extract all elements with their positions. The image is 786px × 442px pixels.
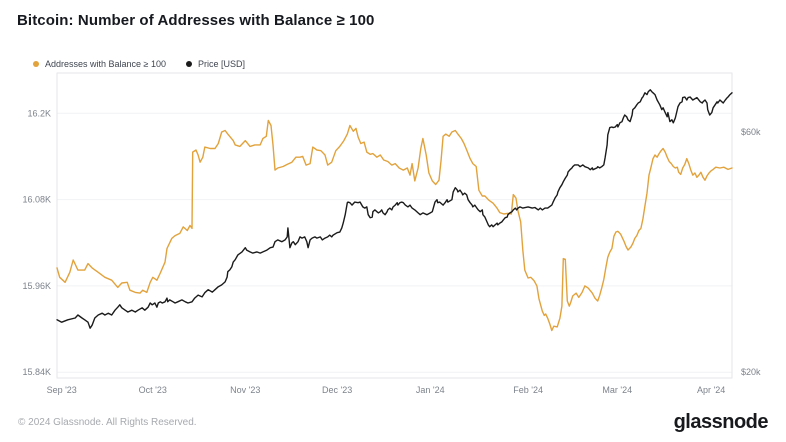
x-axis-tick-label: Oct '23 — [139, 385, 167, 395]
x-axis-tick-label: Feb '24 — [513, 385, 543, 395]
left-axis-tick-label: 15.96K — [22, 281, 51, 291]
legend-item-addresses-label: Addresses with Balance ≥ 100 — [45, 59, 167, 69]
right-axis-tick-label: $20k — [741, 367, 761, 377]
left-axis-tick-label: 15.84K — [22, 367, 51, 377]
legend-item-price-label: Price [USD] — [198, 59, 246, 69]
left-axis-tick-label: 16.2K — [27, 108, 51, 118]
addresses-line — [56, 119, 733, 332]
chart-title: Bitcoin: Number of Addresses with Balanc… — [17, 12, 375, 29]
plot-border — [56, 72, 733, 379]
addresses-series-dot-icon — [33, 61, 39, 67]
x-axis-tick-label: Dec '23 — [322, 385, 352, 395]
x-axis-tick-label: Nov '23 — [230, 385, 260, 395]
legend-item-addresses[interactable]: Addresses with Balance ≥ 100 — [33, 59, 166, 69]
x-axis-tick-label: Apr '24 — [697, 385, 725, 395]
footer: © 2024 Glassnode. All Rights Reserved. g… — [0, 402, 786, 442]
price-series-dot-icon — [186, 61, 193, 67]
glassnode-logo: glassnode — [673, 410, 769, 433]
x-axis-tick-label: Jan '24 — [416, 385, 445, 395]
x-axis-tick-label: Sep '23 — [47, 385, 77, 395]
x-axis-tick-label: Mar '24 — [602, 385, 632, 395]
price-line — [56, 89, 733, 329]
chart-legend: Addresses with Balance ≥ 100 Price [USD] — [33, 59, 245, 69]
right-axis-tick-label: $60k — [741, 127, 761, 137]
left-axis-tick-label: 16.08K — [22, 195, 51, 205]
copyright-text: © 2024 Glassnode. All Rights Reserved. — [18, 416, 197, 428]
legend-item-price[interactable]: Price [USD] — [186, 59, 245, 69]
